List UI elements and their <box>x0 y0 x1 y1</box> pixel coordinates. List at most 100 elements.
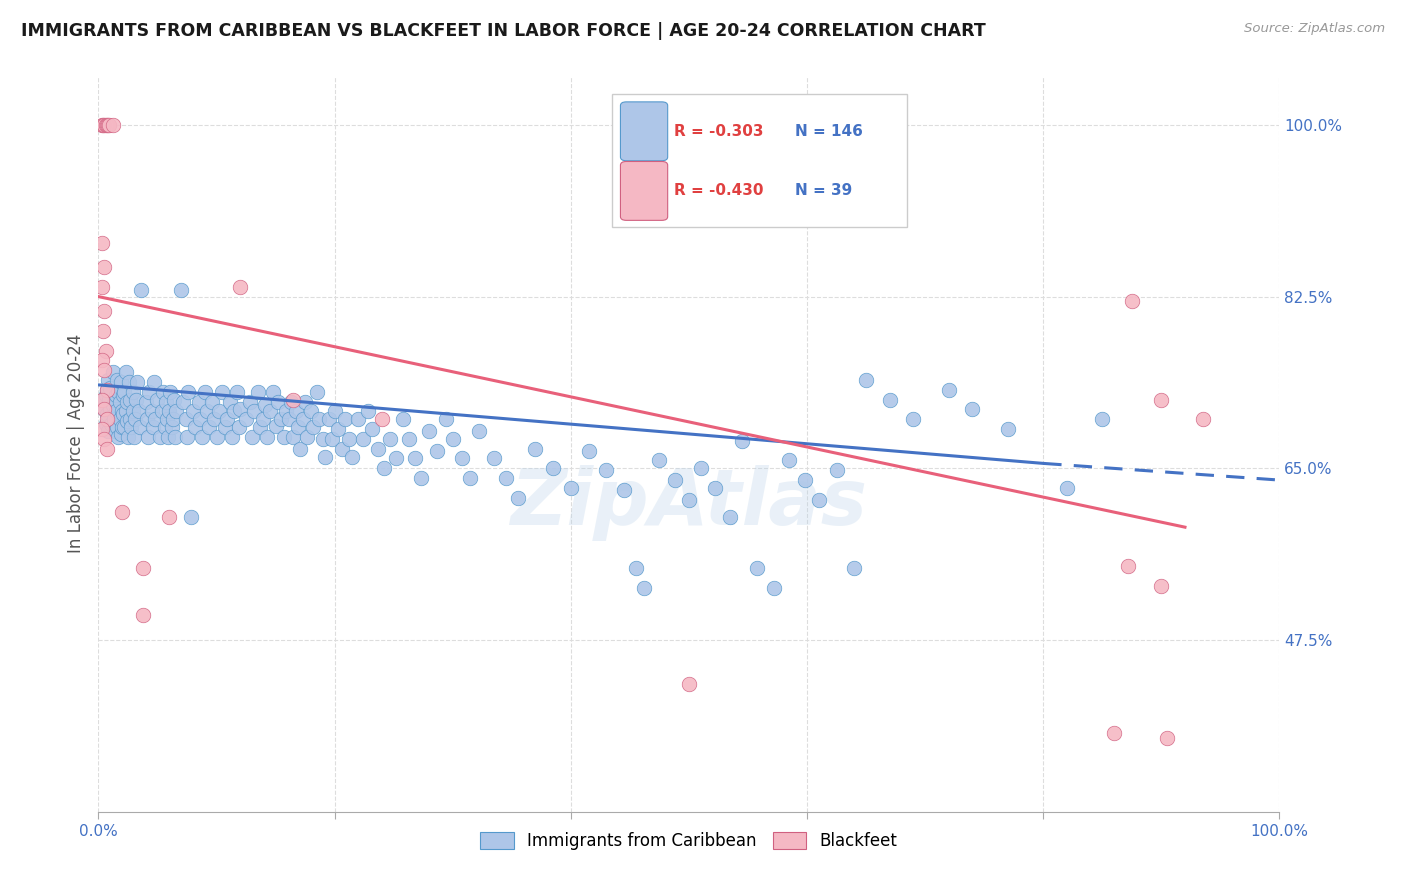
Point <box>371 412 394 426</box>
Point <box>150 404 173 418</box>
Point <box>94 387 117 401</box>
Point <box>157 404 180 418</box>
Point <box>378 432 401 446</box>
Point <box>409 471 432 485</box>
FancyBboxPatch shape <box>612 95 907 227</box>
Point <box>678 492 700 507</box>
Point <box>312 432 335 446</box>
Point <box>91 118 114 132</box>
Point <box>105 420 128 434</box>
Point <box>262 384 284 399</box>
Point <box>132 561 155 575</box>
Point <box>91 392 114 407</box>
Point <box>460 471 482 485</box>
Point <box>98 392 121 407</box>
Point <box>264 419 287 434</box>
Point <box>318 412 340 426</box>
Point <box>111 505 134 519</box>
Point <box>91 422 114 436</box>
Point <box>110 375 132 389</box>
Point <box>163 392 186 407</box>
Point <box>114 365 136 379</box>
Point <box>105 373 128 387</box>
Point <box>111 420 134 434</box>
Point <box>194 384 217 399</box>
Point <box>337 432 360 446</box>
Point <box>174 412 197 426</box>
Point <box>224 404 246 418</box>
Point <box>239 394 262 409</box>
Point <box>91 118 114 132</box>
Point <box>96 383 118 397</box>
Point <box>114 404 136 418</box>
Point <box>91 235 114 250</box>
Point <box>146 392 169 407</box>
Point <box>467 424 489 438</box>
Point <box>155 394 177 409</box>
Point <box>259 404 281 418</box>
Point <box>1150 579 1173 593</box>
Point <box>198 420 221 434</box>
Point <box>94 417 117 432</box>
Text: R = -0.430: R = -0.430 <box>673 184 763 198</box>
Point <box>91 353 114 368</box>
Point <box>101 365 124 379</box>
Point <box>100 417 122 432</box>
Point <box>246 384 269 399</box>
Point <box>398 432 420 446</box>
Point <box>112 387 135 401</box>
Point <box>747 561 769 575</box>
Point <box>93 118 115 132</box>
Point <box>294 394 316 409</box>
Point <box>302 420 325 434</box>
Point <box>308 412 330 426</box>
Point <box>96 383 118 397</box>
Point <box>243 404 266 418</box>
Point <box>122 430 145 444</box>
Point <box>187 394 209 409</box>
Point <box>291 412 314 426</box>
Point <box>404 451 426 466</box>
Point <box>506 491 529 505</box>
Point <box>718 510 741 524</box>
Point <box>172 394 194 409</box>
Point <box>170 283 193 297</box>
Point <box>392 412 415 426</box>
Point <box>127 375 149 389</box>
Point <box>157 510 180 524</box>
Point <box>385 451 408 466</box>
Point <box>352 432 374 446</box>
Point <box>249 420 271 434</box>
Point <box>434 412 457 426</box>
Point <box>112 384 135 399</box>
Point <box>903 412 925 426</box>
Point <box>180 510 202 524</box>
Point <box>97 424 120 438</box>
Point <box>1150 392 1173 407</box>
Point <box>156 412 179 426</box>
Point <box>689 461 711 475</box>
Point <box>276 404 298 418</box>
Point <box>177 384 200 399</box>
Point <box>162 412 184 426</box>
Point <box>305 384 328 399</box>
Point <box>938 383 960 397</box>
Point <box>96 118 118 132</box>
Point <box>160 420 183 434</box>
Point <box>143 412 166 426</box>
Point <box>152 384 174 399</box>
Point <box>184 420 207 434</box>
Point <box>125 392 148 407</box>
Point <box>208 404 231 418</box>
Point <box>731 434 754 448</box>
Point <box>201 394 224 409</box>
Point <box>793 473 815 487</box>
Legend: Immigrants from Caribbean, Blackfeet: Immigrants from Caribbean, Blackfeet <box>474 825 904 856</box>
Point <box>1121 294 1143 309</box>
Point <box>373 461 395 475</box>
Point <box>118 375 141 389</box>
Point <box>202 412 225 426</box>
Point <box>101 118 124 132</box>
Point <box>240 430 263 444</box>
Point <box>153 420 176 434</box>
